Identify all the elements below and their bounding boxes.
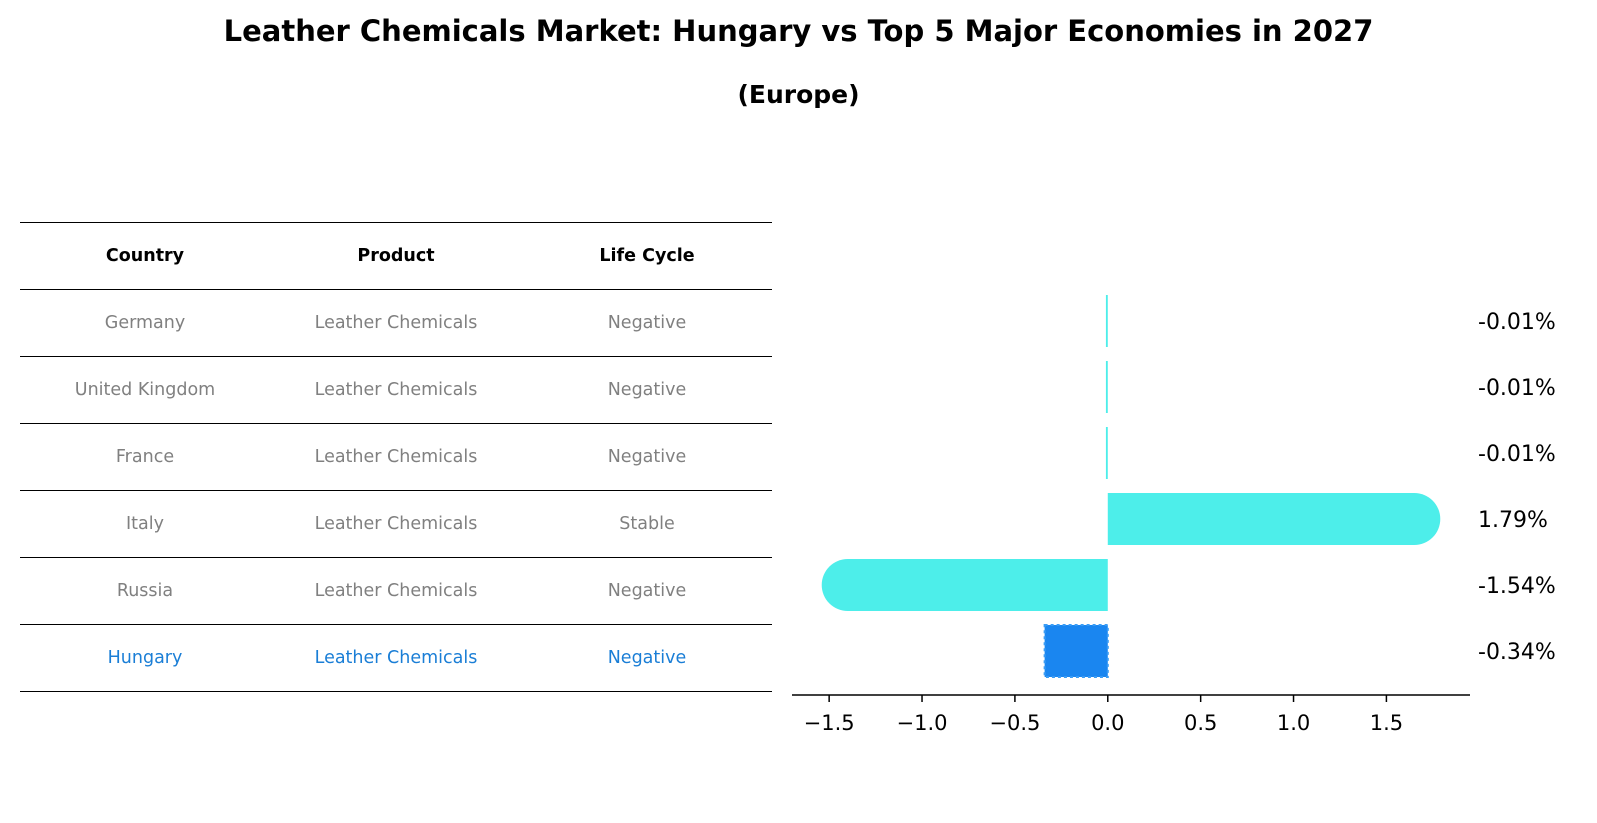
product-cell: Leather Chemicals [314,380,478,400]
x-tick-label: 0.0 [1091,711,1124,735]
header-product: Product [357,246,435,266]
life-cycle-cell: Negative [607,581,687,601]
life-cycle-cell: Negative [607,380,687,400]
country-cell: Russia [116,581,174,601]
table-row: Italy Leather Chemicals Stable [20,491,772,558]
value-label-russia: -1.54% [1478,574,1556,599]
bar-france [1105,427,1108,479]
x-tick-label: −0.5 [989,711,1040,735]
table-header-row: Country Product Life Cycle [20,222,772,290]
life-cycle-cell: Stable [619,514,675,534]
bar-russia [821,559,1108,611]
x-tick-label: −1.0 [897,711,948,735]
value-label-germany: -0.01% [1478,310,1556,335]
value-label-hungary: -0.34% [1478,640,1556,665]
header-country: Country [105,246,185,266]
country-cell: Italy [126,514,164,534]
table-row-highlight: Hungary Leather Chemicals Negative [20,625,772,692]
life-cycle-cell: Negative [607,313,687,333]
product-cell: Leather Chemicals [314,514,478,534]
value-label-france: -0.01% [1478,442,1556,467]
product-cell: Leather Chemicals [314,581,478,601]
country-cell: United Kingdom [74,380,216,400]
product-cell: Leather Chemicals [314,648,478,668]
table-row: France Leather Chemicals Negative [20,424,772,491]
country-cell: France [115,447,175,467]
country-table: Country Product Life Cycle Germany Leath… [20,222,772,692]
x-tick-label: 1.0 [1277,711,1310,735]
product-cell: Leather Chemicals [314,313,478,333]
value-label-united-kingdom: -0.01% [1478,376,1556,401]
country-cell: Germany [104,313,186,333]
life-cycle-cell: Negative [607,447,687,467]
bar-hungary [1043,624,1109,678]
value-label-italy: 1.79% [1478,508,1548,533]
bar-united-kingdom [1105,361,1108,413]
chart-subtitle: (Europe) [737,80,860,109]
bar-italy [1107,493,1441,545]
product-cell: Leather Chemicals [314,447,478,467]
chart-title: Leather Chemicals Market: Hungary vs Top… [223,14,1374,48]
life-cycle-cell: Negative [607,648,687,668]
table-row: Russia Leather Chemicals Negative [20,558,772,625]
header-life-cycle: Life Cycle [599,246,695,266]
table-row: Germany Leather Chemicals Negative [20,290,772,357]
x-tick-label: 1.5 [1370,711,1403,735]
country-cell: Hungary [107,648,183,668]
x-tick-label: −1.5 [804,711,855,735]
x-tick-label: 0.5 [1184,711,1217,735]
bar-germany [1105,295,1108,347]
table-row: United Kingdom Leather Chemicals Negativ… [20,357,772,424]
